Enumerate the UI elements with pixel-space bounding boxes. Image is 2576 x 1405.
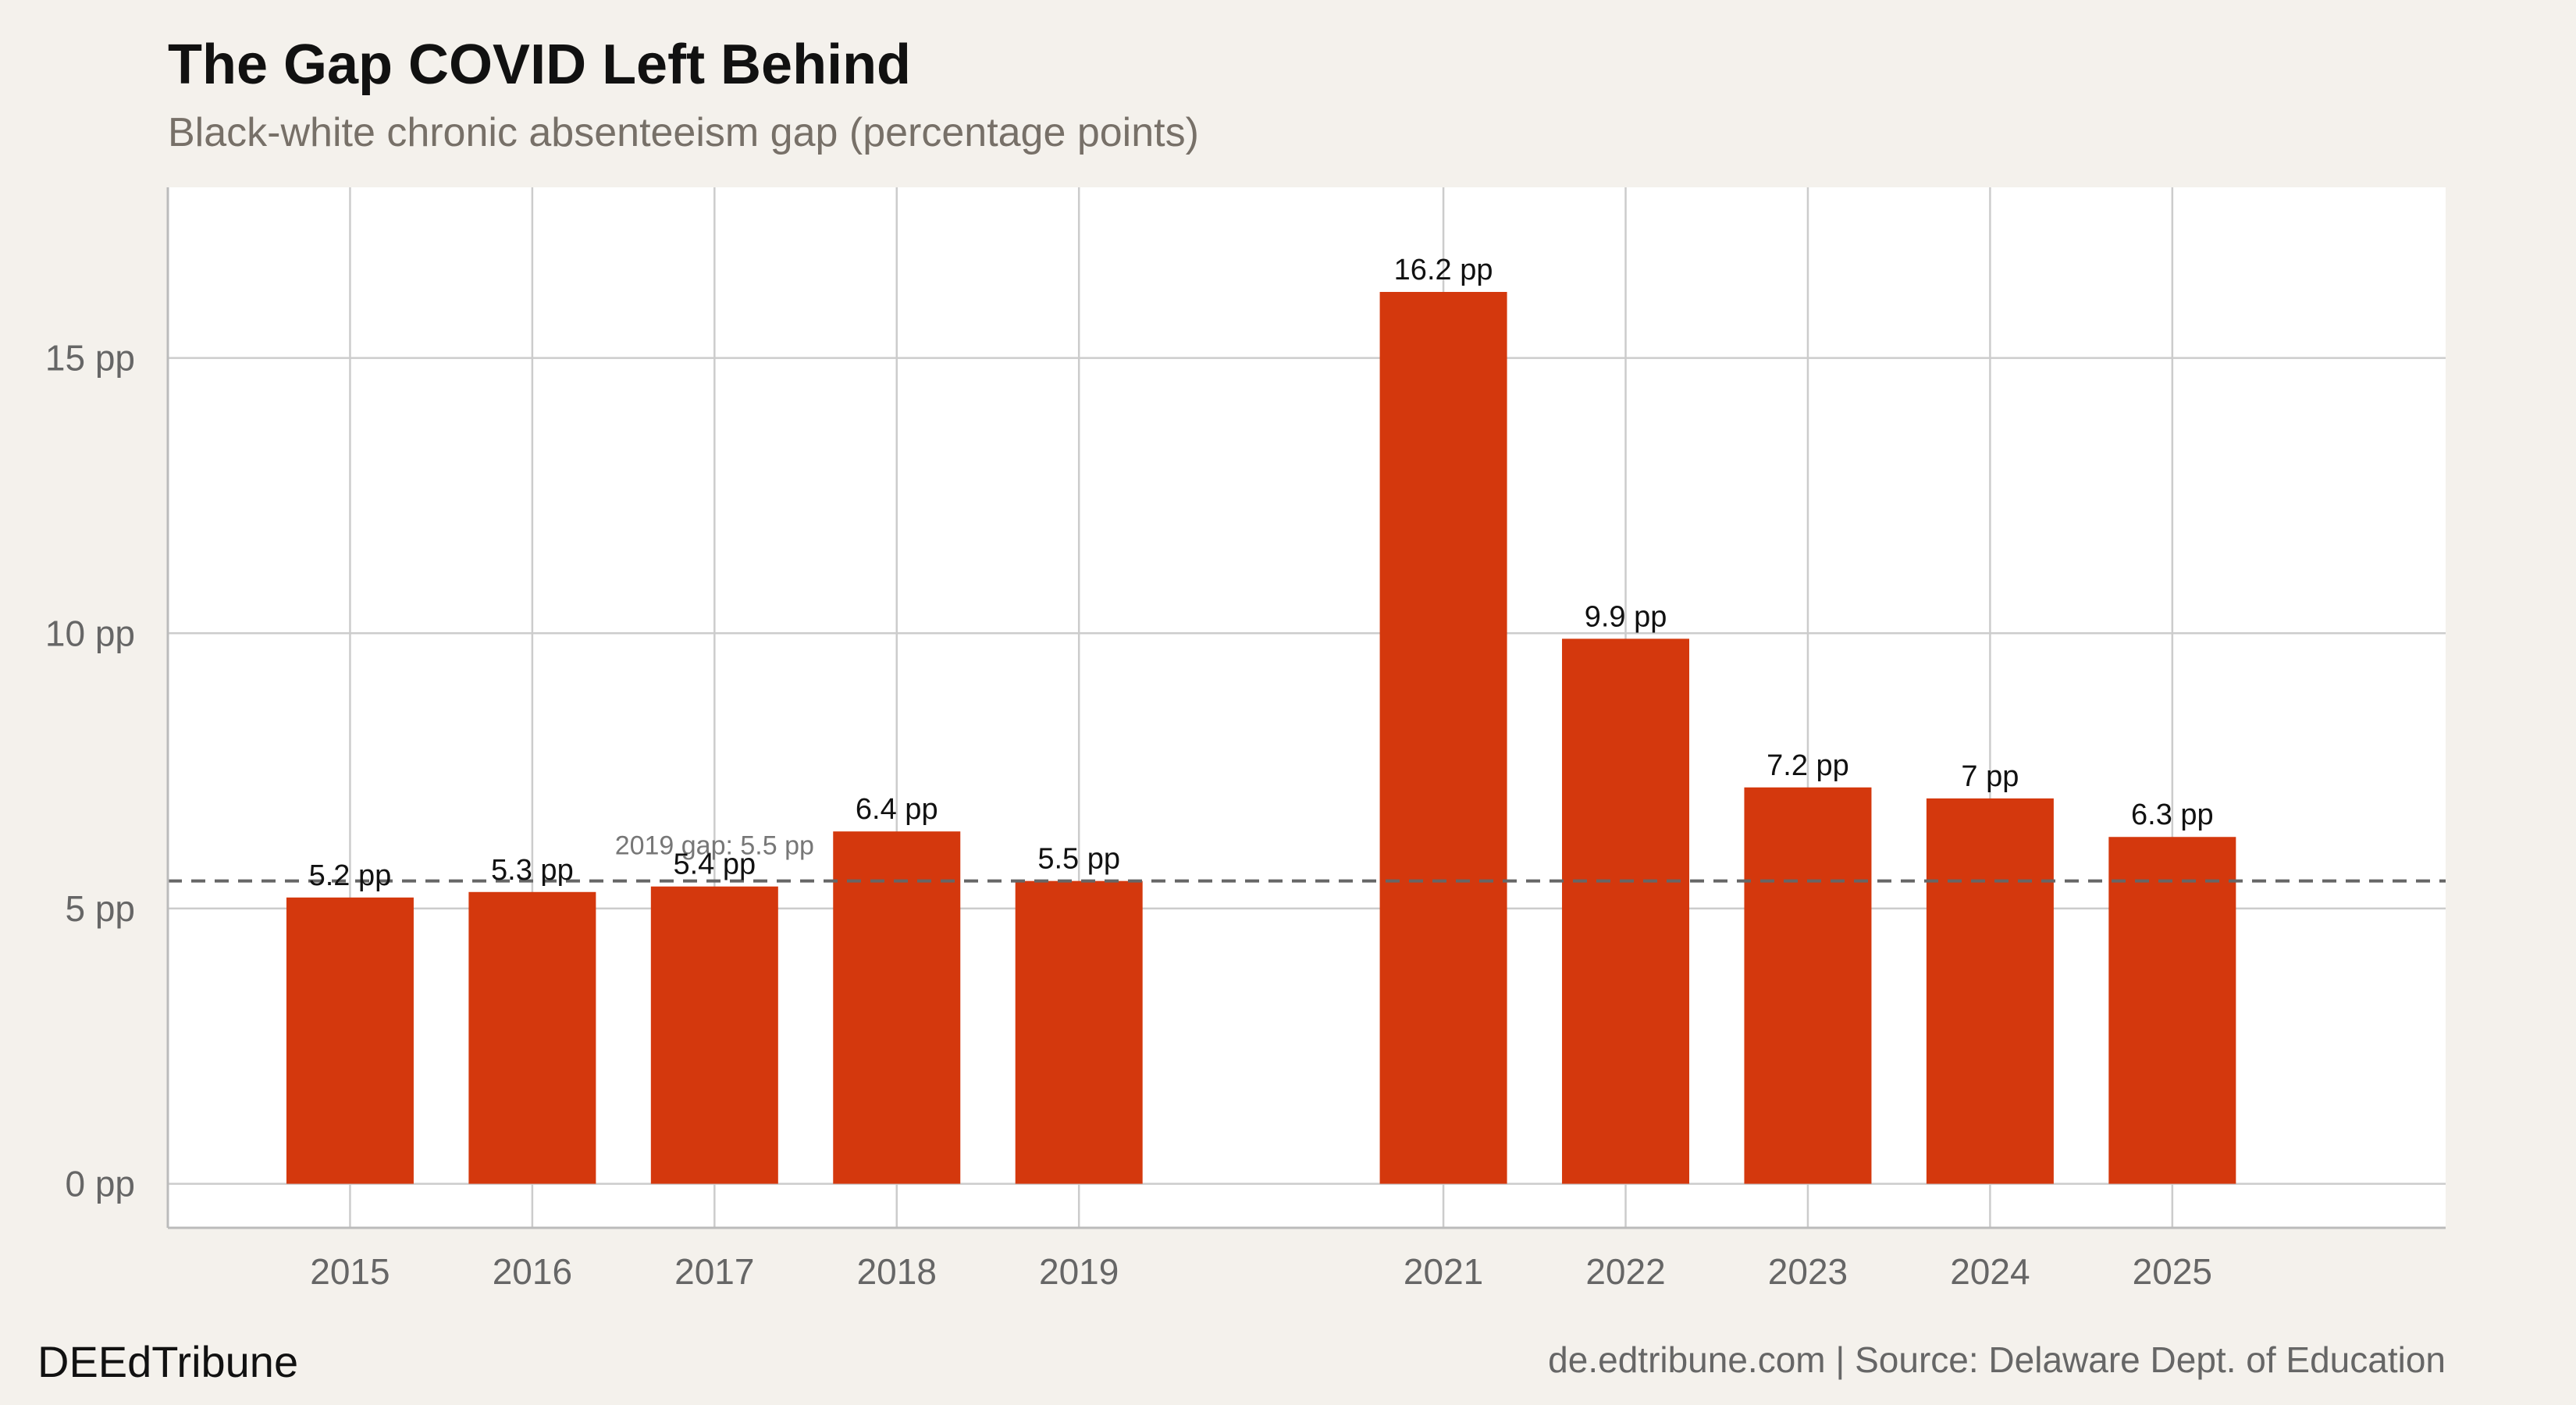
reference-line-group: 2019 gap: 5.5 pp [168,831,2446,883]
chart-title: The Gap COVID Left Behind [168,34,912,96]
data-label-2025: 6.3 pp [2131,799,2214,831]
x-tick-label: 2016 [493,1251,572,1292]
x-tick-label: 2023 [1768,1251,1848,1292]
x-tick-label: 2019 [1039,1251,1119,1292]
x-tick-label: 2024 [1950,1251,2030,1292]
bars [286,292,2236,1184]
data-label-2019: 5.5 pp [1037,843,1120,876]
data-label-2017: 5.4 pp [673,848,756,881]
data-label-2022: 9.9 pp [1585,600,1667,633]
reference-line-label: 2019 gap: 5.5 pp [615,831,814,861]
data-labels: 5.2 pp 5.3 pp 5.4 pp 6.4 pp 5.5 pp 16.2 pp 9.9… [309,254,2214,892]
y-tick-label: 0 pp [65,1164,135,1204]
data-label-2015: 5.2 pp [309,859,392,892]
data-label-2016: 5.3 pp [491,854,574,887]
data-label-2024: 7 pp [1961,760,2019,793]
source-note: de.edtribune.com | Source: Delaware Dept… [1548,1339,2446,1380]
y-tick-label: 15 pp [45,338,135,379]
bar-2022 [1562,638,1690,1184]
x-tick-label: 2015 [310,1251,390,1292]
y-tick-label: 5 pp [65,888,135,929]
x-tick-labels: 2015 2016 2017 2018 2019 2021 2022 2023 2024 2025 [310,1251,2212,1292]
bar-2019 [1015,880,1143,1184]
chart-subtitle: Black-white chronic absenteeism gap (per… [168,110,1199,155]
bar-2018 [833,831,961,1184]
x-tick-label: 2017 [674,1251,754,1292]
bar-2025 [2108,837,2236,1184]
x-tick-label: 2018 [857,1251,937,1292]
bar-2021 [1379,292,1507,1184]
bar-2024 [1926,798,2054,1184]
bar-2016 [468,891,596,1184]
brand-logo-text: DEEdTribune [37,1337,299,1386]
data-label-2021: 16.2 pp [1394,254,1493,286]
bar-2023 [1744,787,1872,1184]
data-label-2018: 6.4 pp [856,793,938,826]
x-tick-label: 2025 [2133,1251,2212,1292]
bar-2015 [286,897,414,1184]
x-tick-label: 2022 [1585,1251,1665,1292]
x-tick-label: 2021 [1404,1251,1483,1292]
data-label-2023: 7.2 pp [1767,749,1849,782]
y-tick-labels: 0 pp 5 pp 10 pp 15 pp [45,338,135,1204]
axes [166,187,2446,1229]
y-tick-label: 10 pp [45,613,135,653]
bar-2017 [650,886,778,1184]
